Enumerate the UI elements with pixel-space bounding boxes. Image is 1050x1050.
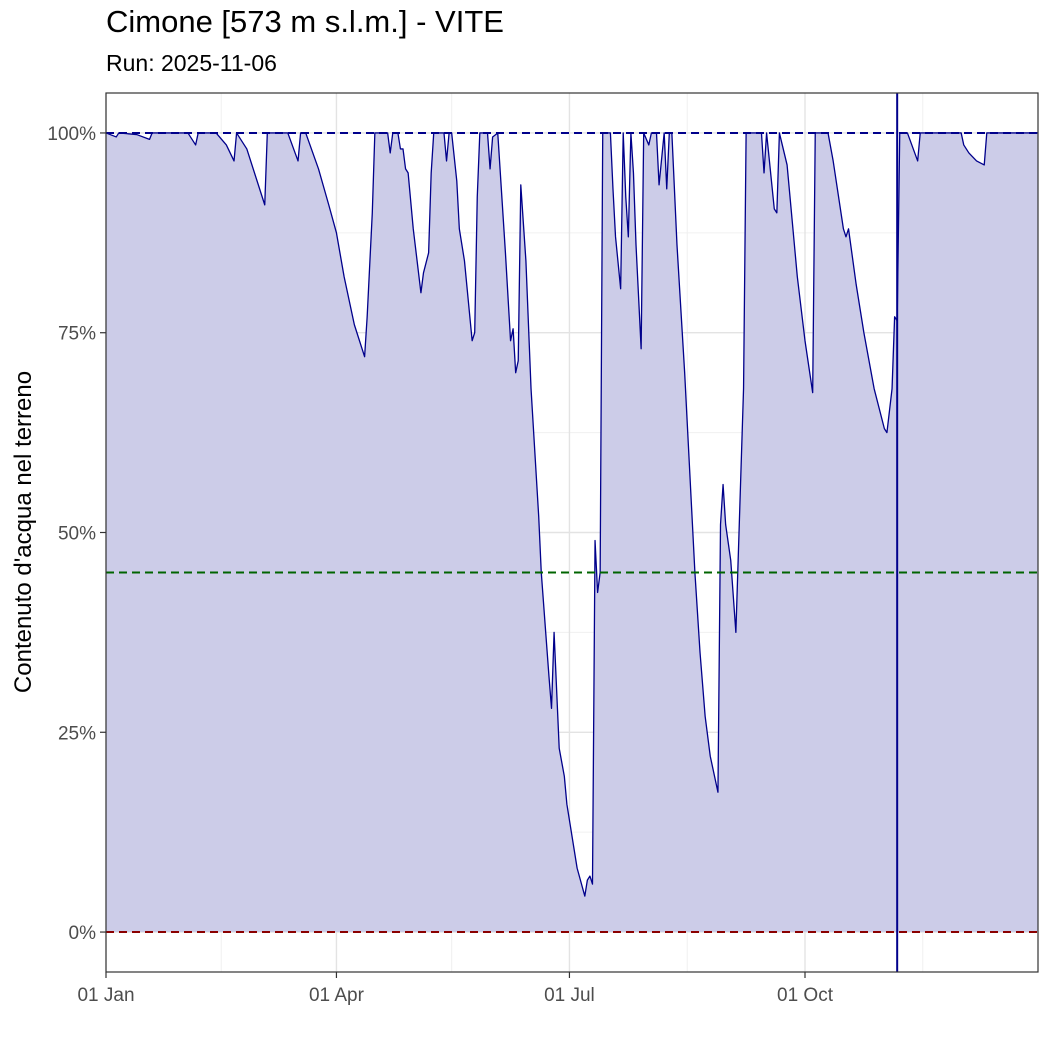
area-layer <box>105 132 1038 933</box>
axes: 0% 25% 50% 75% 100% 01 Jan 01 Apr 01 Jul 01 Oct <box>47 124 833 1006</box>
soil-moisture-line <box>105 132 1038 897</box>
x-tick-label: 01 Jul <box>544 985 595 1006</box>
x-tick-label: 01 Jan <box>77 985 134 1006</box>
y-tick-label: 25% <box>58 723 96 744</box>
y-tick-label: 75% <box>58 324 96 345</box>
x-tick-label: 01 Oct <box>777 985 834 1006</box>
x-tick-label: 01 Apr <box>309 985 365 1006</box>
y-tick-label: 0% <box>69 923 97 944</box>
soil-moisture-area <box>106 132 1038 933</box>
y-tick-label: 100% <box>47 124 96 145</box>
chart-title: Cimone [573 m s.l.m.] - VITE <box>106 4 504 39</box>
y-axis-title: Contenuto d'acqua nel terreno <box>10 371 37 693</box>
y-tick-label: 50% <box>58 524 96 545</box>
chart-subtitle: Run: 2025-11-06 <box>106 50 277 76</box>
